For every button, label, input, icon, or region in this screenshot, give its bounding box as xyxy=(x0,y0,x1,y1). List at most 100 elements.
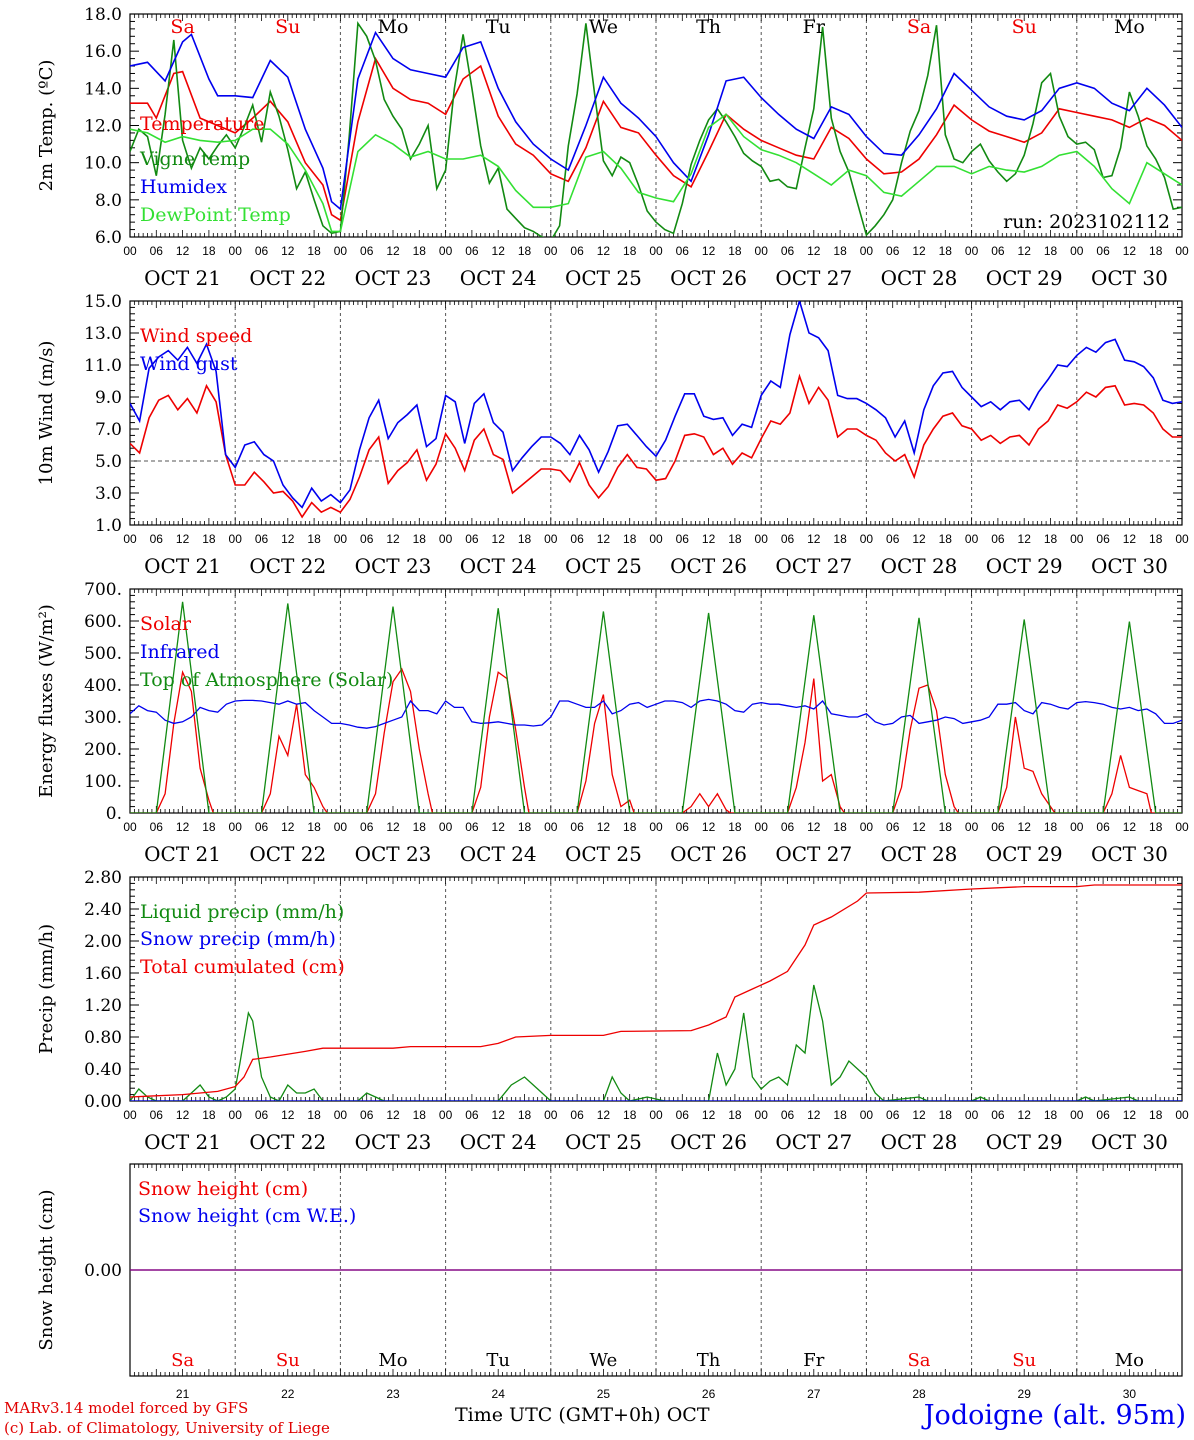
date-label: OCT 21 xyxy=(144,554,221,578)
hour-label: 06 xyxy=(150,532,164,546)
weekday-label: Fr xyxy=(803,16,826,38)
date-label: OCT 27 xyxy=(775,554,852,578)
series-line xyxy=(130,984,1182,1101)
hour-label: 12 xyxy=(281,820,295,834)
panel-3: 0. 100. 200. 300. 400. 500. 600. 700. Energy flu… xyxy=(36,580,1189,866)
y-axis-label: Energy fluxes (W/m²) xyxy=(36,604,57,798)
date-label: OCT 29 xyxy=(986,842,1063,866)
y-axis-label: 2m Temp. (ºC) xyxy=(36,60,57,192)
y-tick-label: 7.0 xyxy=(95,420,122,440)
hour-label: 00 xyxy=(649,244,663,258)
weekday-label: Sa xyxy=(907,16,931,38)
hour-label: 00 xyxy=(965,1108,979,1122)
y-tick-label: 8.0 xyxy=(95,191,122,211)
legend-entry: Snow precip (mm/h) xyxy=(140,928,336,950)
weekday-label: Mo xyxy=(378,16,409,38)
hour-label: 00 xyxy=(755,532,769,546)
hour-label: 12 xyxy=(1018,1108,1032,1122)
date-label: OCT 26 xyxy=(670,842,747,866)
hour-label: 00 xyxy=(860,1108,874,1122)
y-tick-label: 6.0 xyxy=(95,228,122,248)
day-number-label: 27 xyxy=(807,1387,821,1401)
series-line xyxy=(130,667,1182,813)
y-tick-label: 0.00 xyxy=(84,1092,122,1112)
hour-label: 18 xyxy=(939,1108,953,1122)
hour-label: 00 xyxy=(544,1108,558,1122)
hour-label: 06 xyxy=(1096,244,1110,258)
model-credit: MARv3.14 model forced by GFS xyxy=(4,1399,249,1417)
hour-label: 18 xyxy=(307,532,321,546)
series-line xyxy=(130,301,1182,509)
hour-label: 12 xyxy=(1018,532,1032,546)
hour-label: 06 xyxy=(886,1108,900,1122)
hour-label: 06 xyxy=(255,532,269,546)
hour-label: 06 xyxy=(1096,532,1110,546)
hour-label: 00 xyxy=(860,532,874,546)
hour-label: 12 xyxy=(702,820,716,834)
hour-label: 12 xyxy=(807,1108,821,1122)
legend-entry: Total cumulated (cm) xyxy=(140,956,345,978)
hour-label: 00 xyxy=(123,244,137,258)
hour-label: 18 xyxy=(518,820,532,834)
hour-label: 18 xyxy=(833,1108,847,1122)
hour-label: 00 xyxy=(965,244,979,258)
y-tick-label: 13.0 xyxy=(84,324,122,344)
hour-label: 06 xyxy=(255,244,269,258)
hour-label: 12 xyxy=(492,244,506,258)
hour-label: 18 xyxy=(623,532,637,546)
hour-label: 06 xyxy=(255,1108,269,1122)
hour-label: 00 xyxy=(1175,820,1189,834)
hour-label: 00 xyxy=(1070,244,1084,258)
y-tick-label: 2.40 xyxy=(84,900,122,920)
location-title: Jodoigne (alt. 95m) xyxy=(923,1400,1186,1431)
hour-label: 12 xyxy=(176,244,190,258)
hour-label: 18 xyxy=(1044,244,1058,258)
weekday-label: Su xyxy=(1012,1350,1036,1371)
hour-label: 18 xyxy=(202,244,216,258)
date-label: OCT 27 xyxy=(775,1130,852,1154)
hour-label: 00 xyxy=(229,820,243,834)
hour-label: 12 xyxy=(281,532,295,546)
hour-label: 18 xyxy=(1044,532,1058,546)
hour-label: 18 xyxy=(623,1108,637,1122)
hour-label: 06 xyxy=(886,244,900,258)
hour-label: 12 xyxy=(807,244,821,258)
date-label: OCT 23 xyxy=(355,842,432,866)
weekday-label: Mo xyxy=(378,1350,407,1371)
hour-label: 00 xyxy=(1070,820,1084,834)
hour-label: 06 xyxy=(676,1108,690,1122)
date-label: OCT 22 xyxy=(249,266,326,290)
hour-label: 00 xyxy=(123,820,137,834)
y-tick-label: 600. xyxy=(84,612,122,632)
date-label: OCT 21 xyxy=(144,266,221,290)
hour-label: 06 xyxy=(991,244,1005,258)
y-tick-label: 1.20 xyxy=(84,996,122,1016)
weekday-label: Sa xyxy=(170,16,194,38)
date-label: OCT 28 xyxy=(881,842,958,866)
hour-label: 18 xyxy=(833,532,847,546)
hour-label: 06 xyxy=(676,244,690,258)
date-label: OCT 26 xyxy=(670,266,747,290)
hour-label: 00 xyxy=(755,820,769,834)
hour-label: 00 xyxy=(649,532,663,546)
hour-label: 00 xyxy=(544,244,558,258)
weekday-label: Tu xyxy=(486,1350,510,1371)
hour-label: 12 xyxy=(597,1108,611,1122)
date-label: OCT 29 xyxy=(986,1130,1063,1154)
hour-label: 12 xyxy=(1123,532,1137,546)
y-tick-label: 15.0 xyxy=(84,292,122,312)
time-axis-label: Time UTC (GMT+0h) OCT xyxy=(455,1404,710,1426)
hour-label: 12 xyxy=(912,532,926,546)
hour-label: 00 xyxy=(649,1108,663,1122)
hour-label: 12 xyxy=(281,1108,295,1122)
hour-label: 06 xyxy=(150,244,164,258)
hour-label: 00 xyxy=(229,244,243,258)
y-tick-label: 500. xyxy=(84,644,122,664)
hour-label: 00 xyxy=(755,1108,769,1122)
series-line xyxy=(130,601,1182,813)
panel-1: 6.0 8.0 10.0 12.0 14.0 16.0 18.0 2m Temp. (ºC) T… xyxy=(36,5,1189,290)
series-line xyxy=(130,113,1182,233)
hour-label: 12 xyxy=(702,532,716,546)
hour-label: 18 xyxy=(623,820,637,834)
date-label: OCT 27 xyxy=(775,266,852,290)
